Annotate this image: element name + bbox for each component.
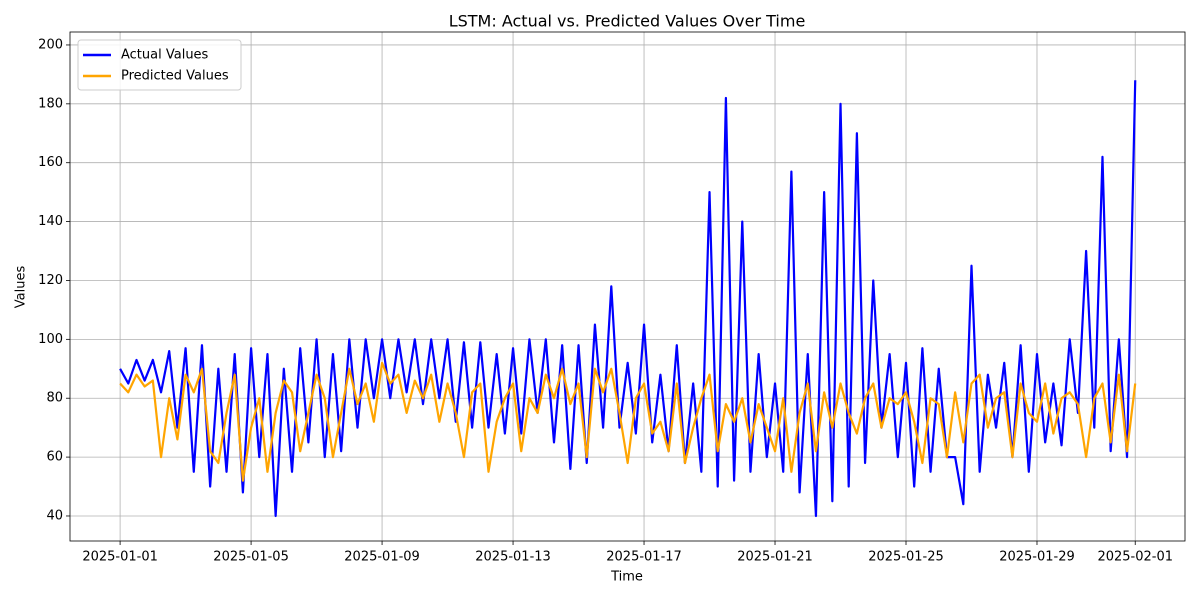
x-axis-label: Time xyxy=(610,570,643,585)
x-tick-label: 2025-01-01 xyxy=(82,550,158,565)
legend-label: Actual Values xyxy=(121,48,209,63)
y-tick-label: 80 xyxy=(46,391,63,406)
x-tick-label: 2025-01-29 xyxy=(999,550,1075,565)
x-tick-label: 2025-01-17 xyxy=(606,550,682,565)
x-tick-label: 2025-01-05 xyxy=(213,550,289,565)
y-tick-label: 160 xyxy=(38,155,63,170)
y-tick-label: 100 xyxy=(38,332,63,347)
y-tick-label: 60 xyxy=(46,450,63,465)
x-tick-label: 2025-01-09 xyxy=(344,550,420,565)
x-tick-label: 2025-01-21 xyxy=(737,550,813,565)
y-tick-label: 140 xyxy=(38,214,63,229)
x-tick-label: 2025-02-01 xyxy=(1097,550,1173,565)
legend-box xyxy=(77,39,242,91)
chart-title: LSTM: Actual vs. Predicted Values Over T… xyxy=(449,12,806,31)
y-tick-label: 40 xyxy=(46,508,63,523)
x-tick-label: 2025-01-25 xyxy=(868,550,944,565)
data-line xyxy=(119,361,1137,482)
legend-label: Predicted Values xyxy=(121,69,229,84)
y-axis-label: Values xyxy=(14,266,29,309)
plot-frame xyxy=(69,31,1186,542)
x-tick-label: 2025-01-13 xyxy=(475,550,551,565)
y-tick-label: 180 xyxy=(38,96,63,111)
y-tick-label: 120 xyxy=(38,273,63,288)
legend: Actual Values Predicted Values xyxy=(77,39,242,91)
data-line xyxy=(119,80,1137,518)
y-tick-label: 200 xyxy=(38,37,63,52)
